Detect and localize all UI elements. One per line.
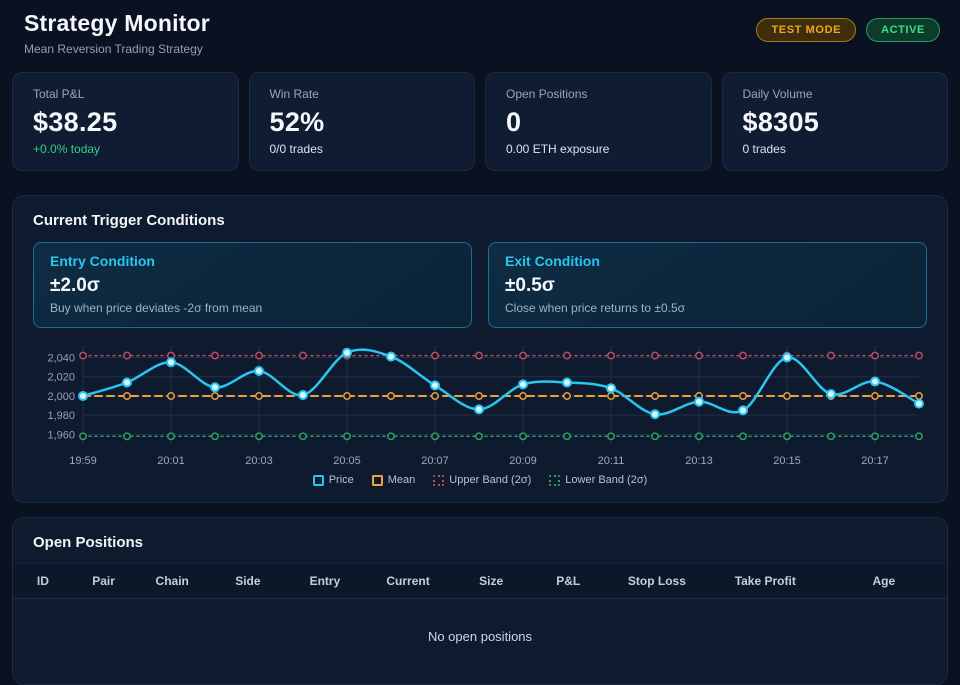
svg-text:1,960: 1,960 [47,429,75,441]
stat-sub: 0 trades [742,142,786,156]
column-header-pair: Pair [92,574,115,588]
column-header-current: Current [386,574,430,588]
exit-condition-card: Exit Condition ±0.5σ Close when price re… [488,242,927,328]
svg-text:20:01: 20:01 [157,455,185,467]
column-header-p-l: P&L [556,574,581,588]
conditions-row: Entry Condition ±2.0σ Buy when price dev… [33,242,927,328]
svg-text:1,980: 1,980 [47,410,75,422]
stat-sub: 0/0 trades [269,142,323,156]
column-header-age: Age [872,574,896,588]
svg-text:20:07: 20:07 [421,455,449,467]
open-positions-panel: Open Positions ID Pair Chain Side Entry Curre… [12,517,948,685]
exit-condition-value: ±0.5σ [505,275,555,296]
price-chart-container: 1,960 1,980 2,000 2,020 2,040 19:59 20:01 20:03… [33,340,927,486]
stat-card-win-rate: Win Rate 52% 0/0 trades [248,72,475,171]
stat-label: Total P&L [33,87,85,101]
stat-label: Win Rate [269,87,319,101]
trigger-conditions-heading: Current Trigger Conditions [33,212,225,229]
legend-swatch-icon [433,474,445,486]
stat-card-total-pnl: Total P&L $38.25 +0.0% today [12,72,239,171]
trigger-conditions-panel: Current Trigger Conditions Entry Conditi… [12,195,948,503]
empty-state-message: No open positions [427,629,533,644]
stat-card-open-positions: Open Positions 0 0.00 ETH exposure [485,72,712,171]
legend-label: Upper Band (2σ) [449,474,532,486]
svg-text:20:05: 20:05 [333,455,361,467]
svg-text:20:15: 20:15 [773,455,801,467]
legend-label: Price [328,474,354,486]
stat-value: $38.25 [33,107,118,137]
stat-value: 52% [269,107,325,137]
column-header-side: Side [235,574,261,588]
svg-text:20:17: 20:17 [861,455,889,467]
column-header-id: ID [36,574,49,588]
stat-value: 0 [506,107,522,137]
legend-item-upper-band-2: Upper Band (2σ) [433,474,531,486]
svg-text:20:11: 20:11 [598,455,625,467]
stat-card-daily-volume: Daily Volume $8305 0 trades [721,72,948,171]
positions-table-header: ID Pair Chain Side Entry Current Size P&L Stop L… [13,563,947,599]
legend-item-mean: Mean [371,474,416,486]
column-header-stop-loss: Stop Loss [627,574,686,588]
svg-text:20:13: 20:13 [685,455,713,467]
active-badge: ACTIVE [866,18,940,42]
exit-condition-title: Exit Condition [505,253,600,269]
exit-condition-description: Close when price returns to ±0.5σ [505,301,686,315]
entry-condition-card: Entry Condition ±2.0σ Buy when price dev… [33,242,472,328]
svg-text:20:09: 20:09 [509,455,537,467]
legend-item-price: Price [312,474,354,486]
stat-label: Open Positions [506,87,588,101]
legend-item-lower-band-2: Lower Band (2σ) [549,474,647,486]
chart-legend: Price Mean Upper Band (2σ) Lower Band (2σ) [33,474,927,486]
svg-text:2,000: 2,000 [47,391,75,403]
entry-condition-description: Buy when price deviates -2σ from mean [50,301,263,315]
legend-swatch-icon [312,474,324,486]
legend-swatch-icon [371,474,383,486]
legend-label: Lower Band (2σ) [565,474,648,486]
page-header: Strategy Monitor Mean Reversion Trading … [0,0,960,62]
svg-text:2,020: 2,020 [47,372,75,384]
stats-row: Total P&L $38.25 +0.0% today Win Rate 52… [12,72,948,171]
open-positions-heading: Open Positions [33,534,144,551]
column-header-size: Size [479,574,504,588]
price-chart: 1,960 1,980 2,000 2,020 2,040 19:59 20:01 20:03… [47,346,924,467]
status-badges: TEST MODE ACTIVE [756,18,940,42]
stat-label: Daily Volume [742,87,813,101]
svg-text:19:59: 19:59 [69,455,97,467]
page-title: Strategy Monitor [24,10,210,36]
legend-swatch-icon [549,474,561,486]
column-header-entry: Entry [309,574,341,588]
column-header-take-profit: Take Profit [734,574,796,588]
stat-value: $8305 [742,107,820,137]
test-mode-badge: TEST MODE [756,18,857,42]
page-subtitle: Mean Reversion Trading Strategy [24,42,203,56]
stat-sub: 0.00 ETH exposure [506,142,610,156]
entry-condition-value: ±2.0σ [50,275,100,296]
legend-label: Mean [387,474,416,486]
column-header-chain: Chain [155,574,189,588]
stat-sub: +0.0% today [33,142,101,156]
svg-text:2,040: 2,040 [47,353,75,365]
entry-condition-title: Entry Condition [50,253,155,269]
svg-text:20:03: 20:03 [245,455,273,467]
